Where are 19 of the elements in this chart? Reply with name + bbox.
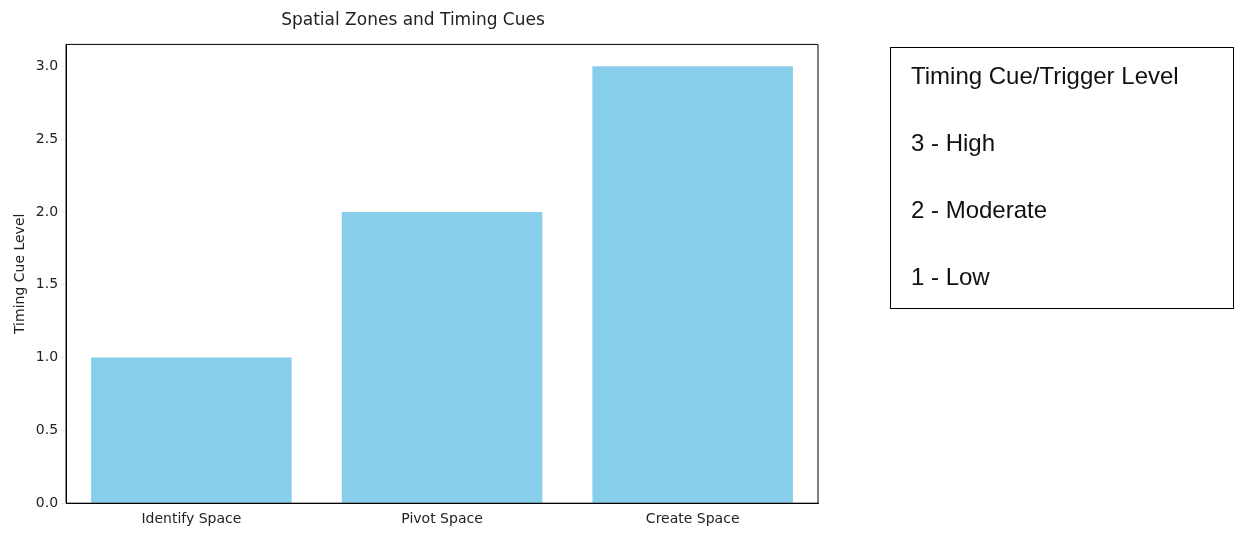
y-axis-title: Timing Cue Level	[11, 213, 28, 336]
x-tick-label: Pivot Space	[401, 510, 483, 527]
x-tick-label: Create Space	[645, 510, 740, 527]
text: Timing Cue/Trigger Level	[911, 62, 1180, 91]
y-tick-label: 0.0	[35, 493, 59, 510]
x-tick-label: Identify Space	[141, 510, 242, 527]
text: 2 - Moderate	[911, 196, 1049, 225]
y-tick-label: 1.5	[35, 275, 59, 292]
y-tick-label: 3.0	[35, 56, 59, 73]
bar	[592, 66, 793, 503]
y-tick-label: 0.5	[35, 421, 59, 438]
bar	[341, 211, 543, 503]
y-tick-label: 2.5	[35, 129, 59, 146]
text: 3 - High	[911, 129, 997, 158]
chart-title: Spatial Zones and Timing Cues	[281, 8, 545, 29]
text: 1 - Low	[911, 263, 991, 292]
y-tick-label: 1.0	[35, 348, 59, 365]
bar	[91, 357, 292, 503]
y-tick-label: 2.0	[35, 202, 59, 219]
